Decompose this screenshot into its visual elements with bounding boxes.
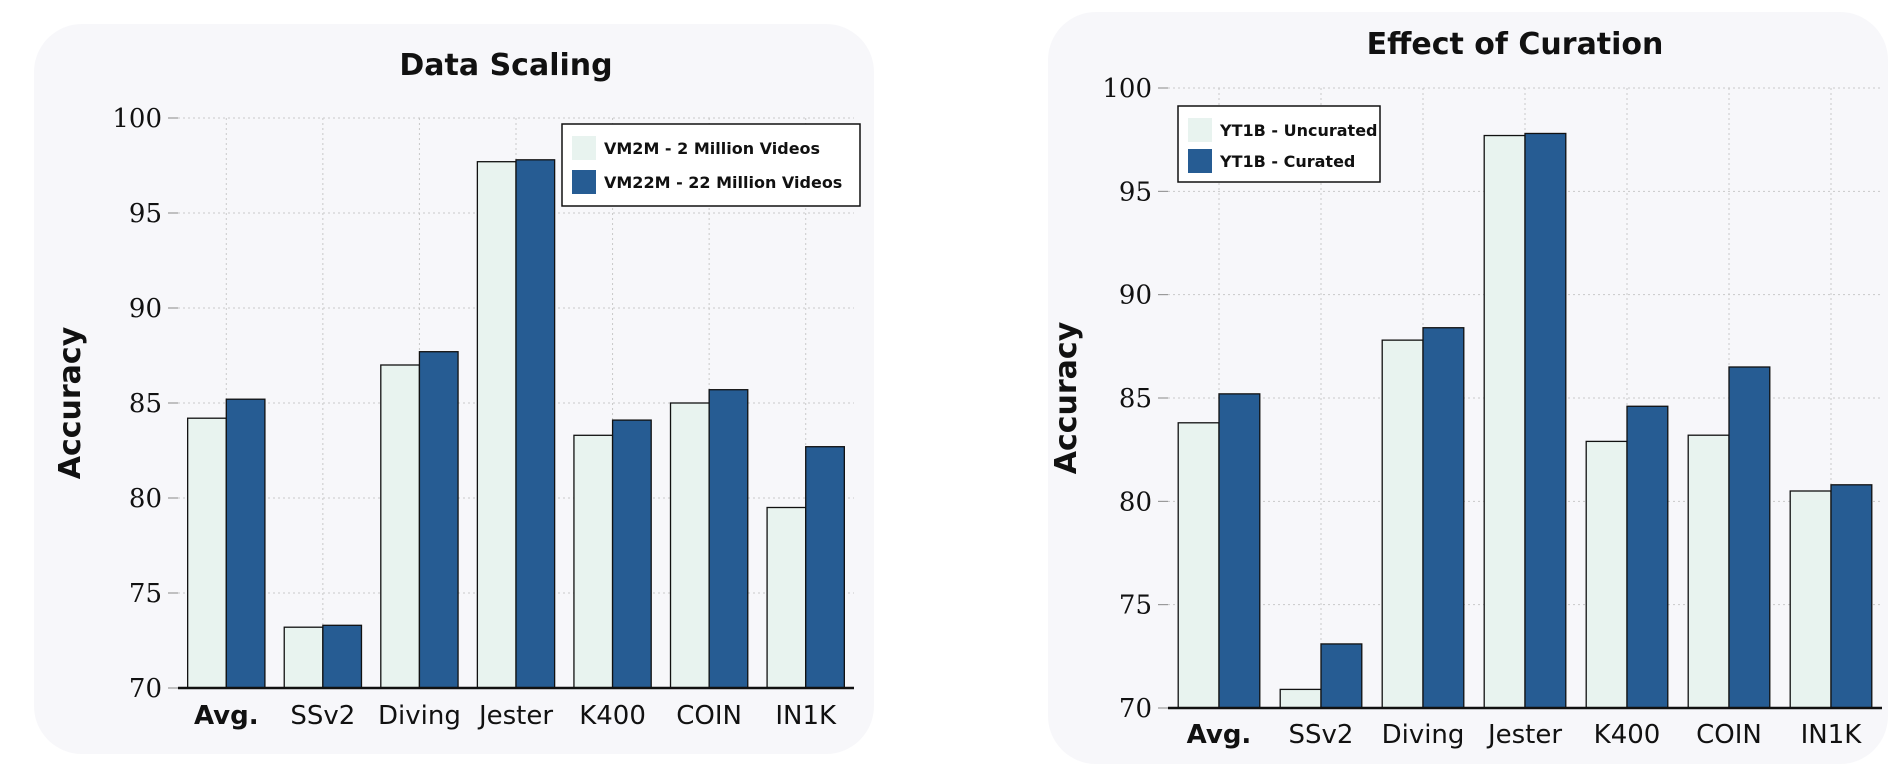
y-tick-label: 90	[129, 294, 162, 324]
bar-series1-ssv2	[1279, 688, 1322, 709]
x-tick-label: IN1K	[775, 701, 837, 731]
legend-swatch	[572, 136, 596, 160]
y-tick-label: 95	[129, 199, 162, 229]
bar-series1-in1k	[1789, 490, 1832, 709]
legend-entry: VM22M - 22 Million Videos	[604, 173, 842, 192]
legend-swatch	[1188, 149, 1212, 173]
y-tick-label: 80	[1119, 487, 1152, 517]
y-tick-label: 85	[1119, 384, 1152, 414]
y-tick-label: 80	[129, 484, 162, 514]
legend-entry: YT1B - Uncurated	[1219, 121, 1378, 140]
bar-series2-diving	[1422, 327, 1465, 709]
x-tick-label: IN1K	[1801, 720, 1863, 750]
y-tick-label: 100	[112, 104, 162, 134]
x-tick-label: SSv2	[290, 701, 355, 731]
chart-panel-1: Data Scaling Accuracy 70 75 80 85 90 95 100 Avg. S…	[34, 24, 874, 754]
bar-series1-avg	[187, 417, 227, 689]
x-tick-label: Diving	[1382, 720, 1465, 750]
x-tick-label: Avg.	[194, 701, 259, 731]
y-tick-label: 70	[1119, 694, 1152, 724]
bar-series2-ssv2	[1320, 643, 1363, 709]
legend-swatch	[1188, 118, 1212, 142]
y-axis-label: Accuracy	[1049, 321, 1084, 474]
chart-title: Effect of Curation	[1367, 27, 1664, 62]
bar-series2-in1k	[805, 446, 845, 689]
legend-box	[561, 123, 861, 207]
x-tick-label: Jester	[1486, 720, 1562, 750]
chart-panel-2: Effect of Curation Accuracy 70 75 80 85 90 95 10…	[1048, 12, 1888, 764]
y-axis-label: Accuracy	[53, 326, 88, 479]
x-tick-label: K400	[1594, 720, 1661, 750]
bar-series2-coin	[708, 389, 749, 689]
bar-series1-k400	[1585, 440, 1628, 709]
chart-title: Data Scaling	[399, 48, 612, 83]
bar-series2-jester	[1524, 132, 1567, 709]
y-tick-label: 75	[129, 579, 162, 609]
x-tick-label: Diving	[378, 701, 461, 731]
bar-series2-k400	[611, 419, 652, 689]
x-tick-label: K400	[579, 701, 646, 731]
y-tick-label: 85	[129, 389, 162, 419]
bar-series2-in1k	[1830, 484, 1873, 709]
legend-swatch	[572, 170, 596, 194]
bar-series2-ssv2	[322, 624, 363, 689]
legend-entry: VM2M - 2 Million Videos	[604, 139, 820, 158]
bar-series2-k400	[1626, 405, 1669, 709]
bar-series1-coin	[1687, 434, 1730, 709]
x-tick-label: Jester	[477, 701, 553, 731]
bar-series1-jester	[1483, 134, 1526, 709]
y-tick-label: 95	[1119, 177, 1152, 207]
bar-series1-coin	[669, 402, 710, 689]
x-tick-label: COIN	[1696, 720, 1762, 750]
bar-series2-avg	[225, 398, 266, 689]
legend: VM2M - 2 Million Videos VM22M - 22 Millio…	[561, 123, 861, 207]
bar-series2-jester	[515, 159, 556, 689]
bar-series1-diving	[380, 364, 421, 689]
x-tick-label: SSv2	[1289, 720, 1354, 750]
y-tick-label: 70	[129, 674, 162, 704]
y-tick-label: 100	[1102, 74, 1152, 104]
y-tick-label: 75	[1119, 591, 1152, 621]
bar-series1-ssv2	[283, 626, 324, 689]
bar-series1-k400	[573, 434, 614, 689]
bar-series2-coin	[1728, 366, 1771, 709]
bar-series2-avg	[1218, 393, 1261, 709]
bar-series2-diving	[418, 351, 459, 689]
bar-series1-avg	[1177, 422, 1220, 709]
bar-series1-diving	[1381, 339, 1424, 709]
bar-series1-in1k	[766, 506, 807, 689]
legend-entry: YT1B - Curated	[1219, 152, 1355, 171]
legend: YT1B - Uncurated YT1B - Curated	[1177, 105, 1381, 183]
bar-series1-jester	[476, 161, 517, 689]
y-tick-label: 90	[1119, 281, 1152, 311]
x-tick-label: Avg.	[1187, 720, 1252, 750]
x-tick-label: COIN	[676, 701, 742, 731]
